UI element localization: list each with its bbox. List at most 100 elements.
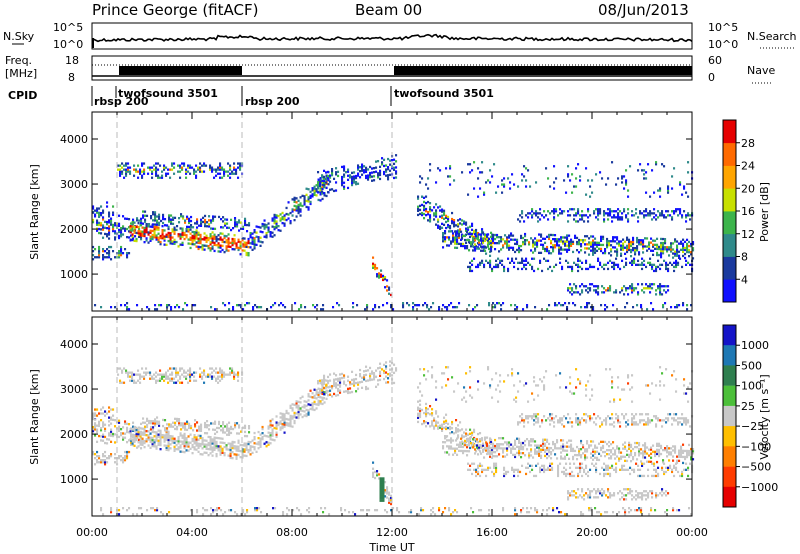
data-cell	[372, 266, 375, 269]
data-cell	[305, 187, 308, 190]
data-cell	[148, 223, 151, 226]
data-cell	[498, 443, 501, 446]
data-cell	[150, 217, 153, 220]
data-cell	[482, 249, 485, 252]
data-cell	[635, 212, 638, 215]
data-cell	[606, 449, 609, 452]
data-cell	[555, 208, 558, 211]
data-cell	[176, 304, 179, 307]
data-cell	[590, 241, 593, 244]
data-cell	[327, 191, 330, 194]
data-cell	[133, 440, 136, 443]
data-cell	[670, 306, 673, 309]
data-cell	[612, 240, 615, 243]
data-cell	[584, 448, 587, 451]
data-cell	[660, 237, 663, 241]
data-cell	[157, 226, 160, 229]
data-cell	[489, 263, 492, 266]
data-cell	[538, 446, 541, 449]
data-cell	[291, 403, 294, 406]
data-cell	[307, 196, 310, 199]
data-cell	[94, 209, 97, 212]
data-cell	[361, 163, 364, 166]
data-cell	[518, 437, 521, 440]
data-cell	[317, 401, 320, 405]
data-cell	[175, 369, 178, 372]
data-cell	[186, 215, 189, 218]
data-cell	[321, 383, 324, 386]
data-cell	[162, 418, 165, 422]
data-cell	[343, 390, 346, 393]
data-cell	[157, 232, 160, 235]
data-cell	[528, 456, 531, 459]
data-cell	[151, 444, 154, 448]
data-cell	[529, 212, 532, 215]
data-cell	[649, 195, 652, 198]
y-tick-label: 2000	[60, 223, 88, 236]
data-cell	[229, 452, 232, 455]
data-cell	[481, 468, 484, 471]
data-cell	[186, 420, 189, 423]
data-cell	[570, 443, 573, 446]
data-cell	[104, 455, 107, 458]
data-cell	[627, 189, 630, 192]
data-cell	[613, 216, 616, 219]
data-cell	[98, 461, 101, 464]
data-cell	[611, 261, 614, 264]
data-cell	[209, 440, 212, 443]
data-cell	[309, 194, 312, 197]
data-cell	[605, 212, 608, 215]
data-cell	[674, 240, 677, 243]
data-cell	[449, 427, 452, 431]
data-cell	[600, 446, 603, 449]
data-cell	[565, 259, 568, 262]
data-cell	[608, 449, 611, 452]
nave-block	[394, 66, 692, 75]
data-cell	[167, 172, 170, 175]
noise-left-tick-top: 10^5	[53, 21, 83, 34]
data-cell	[484, 436, 487, 439]
data-cell	[181, 436, 184, 439]
data-cell	[171, 435, 174, 438]
data-cell	[584, 456, 587, 459]
data-cell	[517, 261, 520, 264]
data-cell	[455, 439, 458, 442]
data-cell	[530, 454, 533, 457]
data-cell	[277, 423, 280, 427]
data-cell	[108, 416, 111, 419]
data-cell	[448, 445, 451, 448]
data-cell	[390, 304, 393, 307]
power-data-cells	[92, 154, 695, 311]
data-cell	[595, 289, 598, 292]
data-cell	[468, 450, 471, 453]
data-cell	[287, 422, 290, 425]
data-cell	[162, 217, 165, 221]
data-cell	[98, 256, 101, 259]
data-cell	[127, 170, 130, 173]
data-cell	[417, 408, 420, 411]
data-cell	[283, 415, 286, 418]
data-cell	[314, 306, 317, 309]
data-cell	[564, 445, 567, 448]
data-cell	[569, 214, 572, 217]
data-cell	[265, 232, 268, 235]
data-cell	[155, 166, 158, 169]
data-cell	[163, 243, 166, 246]
data-cell	[682, 443, 685, 446]
data-cell	[590, 245, 593, 248]
data-cell	[220, 429, 223, 432]
data-cell	[243, 241, 246, 244]
data-cell	[205, 164, 208, 167]
data-cell	[143, 170, 146, 173]
data-cell	[442, 246, 445, 249]
data-cell	[110, 223, 113, 226]
data-cell	[442, 232, 445, 235]
data-cell	[100, 427, 103, 430]
data-cell	[231, 172, 234, 175]
data-cell	[181, 243, 184, 246]
data-cell	[117, 367, 120, 370]
data-cell	[494, 438, 497, 442]
data-cell	[201, 246, 204, 249]
data-cell	[353, 181, 356, 184]
data-cell	[379, 171, 382, 175]
